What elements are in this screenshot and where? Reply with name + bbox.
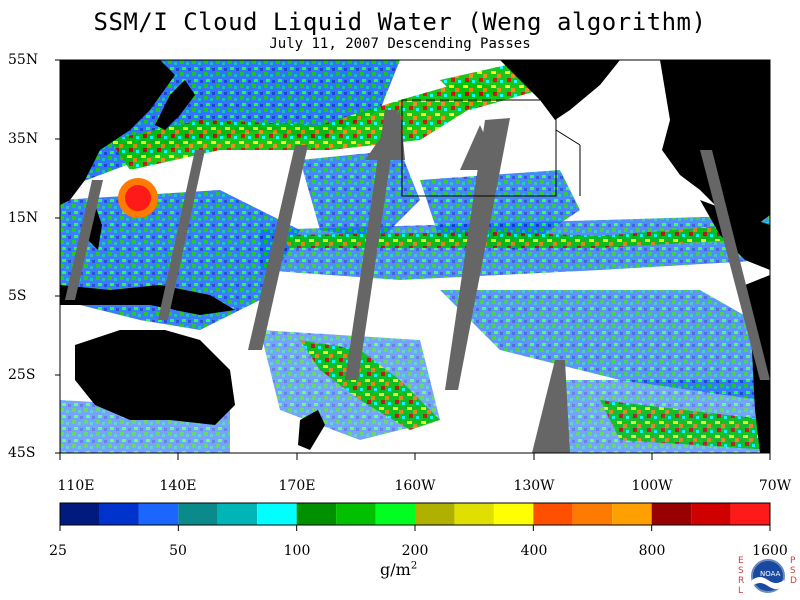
colorbar-swatch: [493, 503, 534, 525]
colorbar-swatch: [296, 503, 337, 525]
lon-label-110e: 110E: [57, 478, 95, 494]
colorbar-swatch: [454, 503, 494, 525]
colorbar-swatch: [99, 503, 139, 525]
alaska-land: [500, 60, 620, 120]
units-label: g/m2: [380, 560, 417, 579]
colorbar-swatch: [730, 503, 770, 525]
colorbar-label-200: 200: [401, 543, 429, 559]
lat-label-45s: 45S: [8, 445, 36, 461]
colorbar-label-400: 400: [520, 543, 548, 559]
region-box-edge: [555, 129, 581, 146]
land-masses: [60, 60, 770, 453]
region-box: [401, 99, 557, 197]
colorbar-swatch: [415, 503, 455, 525]
no-data-swath-gaps: [65, 110, 770, 453]
map-title: SSM/I Cloud Liquid Water (Weng algorithm…: [93, 8, 707, 36]
lon-label-100w: 100W: [631, 478, 673, 494]
colorbar-swatch: [572, 503, 613, 525]
lon-label-160w: 160W: [394, 478, 436, 494]
colorbar-swatch: [691, 503, 731, 525]
lon-label-70w: 70W: [758, 478, 792, 494]
colorbar-swatch: [612, 503, 652, 525]
map-subtitle: July 11, 2007 Descending Passes: [269, 36, 531, 52]
noaa-emblem-icon: [751, 559, 785, 593]
units-exponent: 2: [410, 560, 418, 572]
japan-land: [155, 80, 195, 130]
lon-label-140e: 140E: [159, 478, 197, 494]
logo-name: NOAA: [760, 570, 781, 578]
indonesia-land: [60, 285, 235, 315]
heavy-cloud-bands: [110, 60, 770, 450]
central-america-land: [700, 200, 770, 270]
colorbar-label-25: 25: [49, 543, 67, 559]
lat-label-35n: 35N: [8, 131, 39, 147]
typhoon-spot: [118, 178, 158, 218]
colorbar-label-100: 100: [283, 543, 311, 559]
colorbar-swatch: [651, 503, 692, 525]
asia-land: [60, 60, 175, 205]
axis-ticks: [55, 59, 771, 460]
lon-label-170e: 170E: [278, 478, 316, 494]
colorbar-swatch: [138, 503, 179, 525]
colorbar-swatch: [60, 503, 100, 525]
units-main: g/m: [380, 560, 411, 579]
colorbar-swatch: [336, 503, 376, 525]
lat-label-55n: 55N: [8, 52, 39, 68]
colorbar-swatch: [375, 503, 415, 525]
colorbar-swatch: [217, 503, 258, 525]
colorbar-label-50: 50: [169, 543, 187, 559]
lon-label-130w: 130W: [513, 478, 555, 494]
north-america-land: [660, 60, 770, 230]
lat-label-25s: 25S: [8, 367, 36, 383]
colorbar-swatch: [257, 503, 297, 525]
australia-land: [75, 330, 235, 425]
colorbar-label-800: 800: [638, 543, 666, 559]
colorbar-swatch: [533, 503, 573, 525]
colorbar-swatch: [178, 503, 218, 525]
colorbar-label-1600: 1600: [752, 543, 788, 559]
new-zealand-land: [298, 410, 325, 450]
lat-label-15n: 15N: [8, 210, 39, 226]
lat-label-5s: 5S: [8, 288, 27, 304]
